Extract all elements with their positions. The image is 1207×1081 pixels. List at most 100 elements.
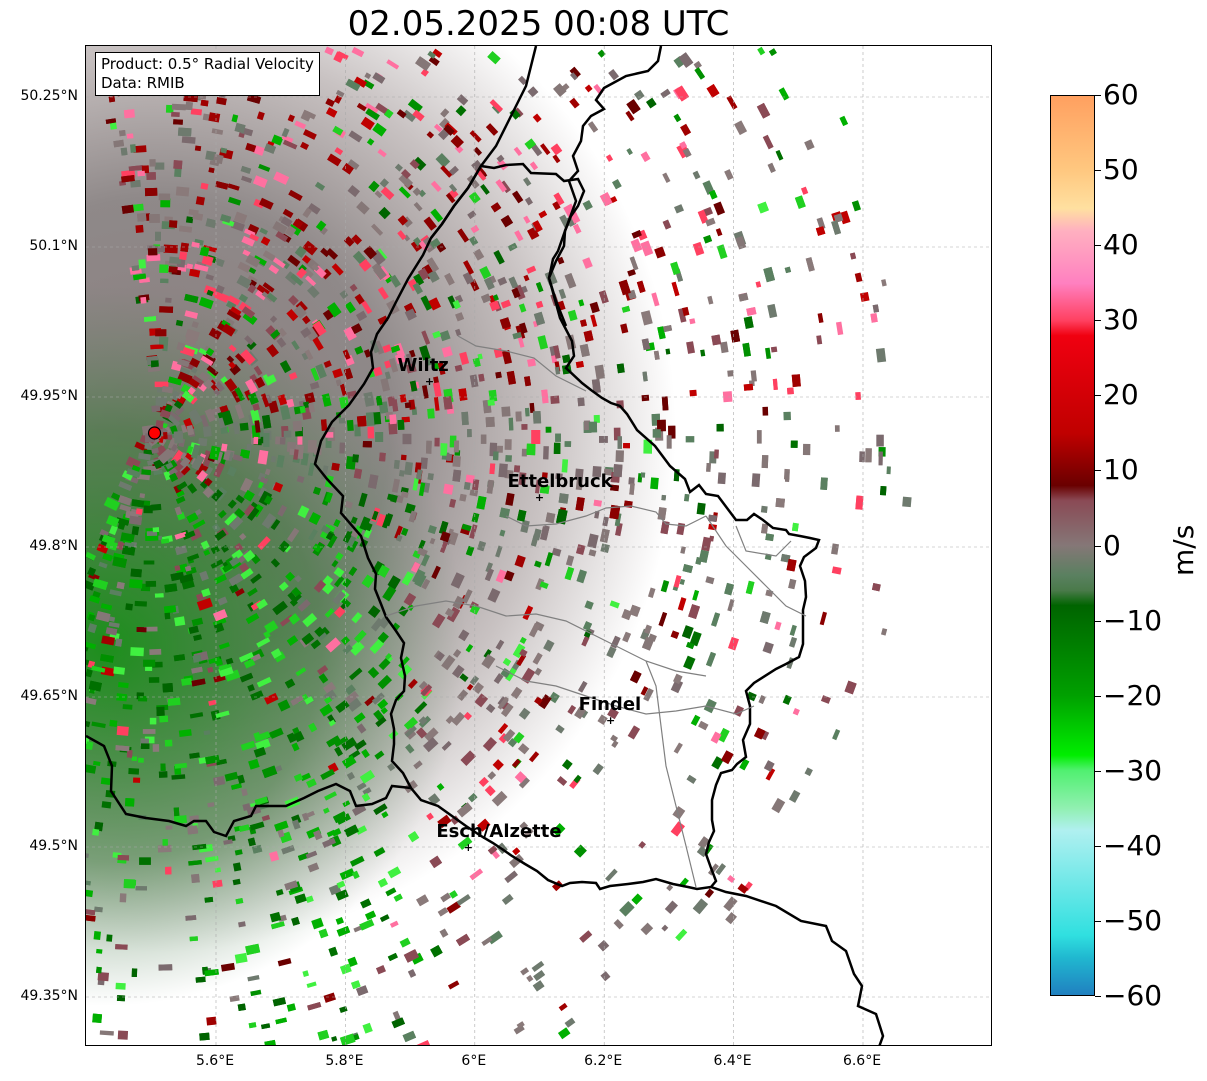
velocity-pixel [416, 727, 428, 739]
velocity-pixel [264, 620, 279, 634]
product-label: Product: 0.5° Radial Velocity [101, 55, 314, 73]
velocity-pixel [180, 346, 196, 357]
velocity-pixel [144, 736, 155, 744]
velocity-pixel [525, 407, 530, 417]
radar-map[interactable]: + Wiltz + Ettelbruck + Findel + Esch/Alzette [85, 45, 992, 1046]
velocity-pixel [449, 498, 457, 508]
velocity-pixel [688, 604, 700, 620]
velocity-pixel [284, 678, 296, 689]
velocity-pixel [218, 663, 232, 671]
velocity-pixel [512, 643, 526, 659]
velocity-pixel [226, 466, 237, 477]
velocity-pixel [137, 474, 150, 481]
velocity-pixel [613, 919, 624, 930]
velocity-pixel [250, 409, 261, 424]
velocity-pixel [322, 837, 336, 848]
velocity-pixel [177, 371, 193, 384]
velocity-pixel [234, 588, 245, 597]
velocity-pixel [208, 167, 215, 174]
velocity-pixel [270, 921, 285, 930]
velocity-pixel [746, 306, 757, 316]
velocity-pixel [286, 635, 299, 646]
velocity-pixel [670, 630, 680, 639]
velocity-pixel [593, 499, 602, 507]
velocity-pixel [763, 760, 775, 772]
velocity-pixel [215, 710, 230, 719]
velocity-pixel [782, 694, 792, 705]
velocity-pixel [191, 617, 204, 627]
velocity-pixel [518, 707, 531, 720]
velocity-pixel [291, 340, 300, 351]
velocity-pixel [459, 493, 467, 502]
radar-velocity-field: +Wiltz+Ettelbruck+Findel+Esch/Alzette [86, 46, 991, 1045]
velocity-pixel [312, 320, 327, 336]
velocity-pixel [538, 694, 552, 710]
velocity-pixel [653, 350, 660, 360]
velocity-pixel [288, 613, 301, 625]
velocity-pixel [331, 462, 340, 471]
velocity-pixel [767, 303, 778, 319]
velocity-pixel [92, 760, 101, 766]
velocity-pixel [130, 568, 142, 578]
velocity-pixel [738, 292, 749, 302]
velocity-pixel [295, 300, 308, 314]
velocity-pixel [87, 613, 96, 622]
velocity-pixel [317, 665, 329, 676]
velocity-pixel [389, 414, 397, 425]
velocity-pixel [129, 579, 143, 589]
velocity-pixel [449, 890, 459, 899]
velocity-pixel [413, 202, 423, 212]
velocity-pixel [534, 667, 542, 676]
velocity-pixel [377, 286, 389, 300]
velocity-pixel [155, 231, 161, 241]
colorbar-tick-label: −60 [1103, 979, 1163, 1012]
velocity-pixel [851, 200, 861, 212]
velocity-pixel [109, 524, 118, 536]
velocity-pixel [555, 473, 563, 480]
velocity-pixel [783, 411, 791, 421]
velocity-pixel [351, 234, 362, 245]
velocity-pixel [553, 192, 565, 206]
velocity-pixel [480, 434, 487, 444]
velocity-pixel [101, 635, 115, 646]
city-label: Findel [579, 694, 642, 715]
velocity-pixel [163, 605, 177, 614]
velocity-pixel [178, 729, 192, 737]
velocity-pixel [162, 343, 168, 352]
velocity-pixel [136, 627, 147, 633]
velocity-pixel [530, 534, 539, 547]
velocity-pixel [473, 248, 485, 261]
velocity-pixel [234, 387, 245, 402]
velocity-pixel [205, 347, 215, 357]
velocity-pixel [859, 451, 865, 463]
velocity-pixel [689, 389, 697, 397]
velocity-pixel [240, 349, 256, 366]
velocity-pixel [487, 588, 501, 603]
velocity-pixel [611, 740, 619, 748]
velocity-pixel [249, 821, 265, 831]
city-label: Wiltz [398, 355, 449, 376]
velocity-pixel [287, 591, 296, 601]
velocity-pixel [281, 845, 295, 855]
velocity-pixel [724, 169, 734, 181]
velocity-pixel [364, 910, 377, 921]
velocity-pixel [484, 277, 495, 291]
velocity-pixel [174, 506, 182, 516]
velocity-pixel [531, 960, 545, 973]
velocity-pixel [534, 696, 543, 706]
velocity-pixel [373, 846, 386, 857]
velocity-pixel [499, 317, 512, 330]
velocity-pixel [423, 216, 437, 231]
velocity-pixel [243, 490, 255, 502]
velocity-pixel [673, 742, 683, 754]
velocity-pixel [272, 997, 287, 1007]
velocity-pixel [115, 982, 126, 990]
velocity-pixel [204, 969, 219, 977]
velocity-pixel [686, 341, 696, 354]
velocity-pixel [149, 717, 157, 725]
velocity-pixel [470, 225, 480, 234]
velocity-pixel [345, 690, 360, 704]
velocity-pixel [425, 440, 432, 454]
velocity-pixel [194, 508, 202, 516]
velocity-pixel [279, 405, 291, 421]
